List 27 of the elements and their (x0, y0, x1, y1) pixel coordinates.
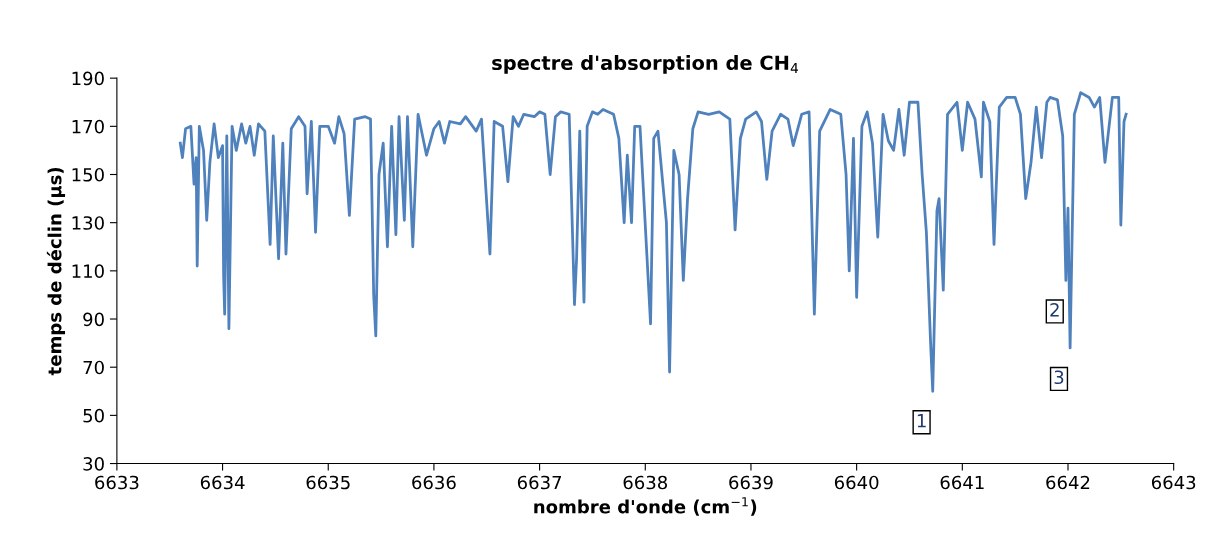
y-axis-title: temps de déclin (µs) (46, 167, 66, 376)
x-tick-label: 6633 (95, 475, 139, 490)
x-axis-title: nombre d'onde (cm$^{−1}$) (534, 497, 757, 516)
y-tick-label: 150 (72, 167, 104, 182)
x-tick-label: 6634 (200, 475, 245, 490)
x-tick-label: 6641 (940, 475, 984, 490)
y-tick-label: 110 (72, 264, 104, 278)
annotation: 2 (1050, 303, 1059, 317)
chart-title: spectre d'absorption de CH$_{4}$ (492, 55, 799, 74)
x-tick-label: 6642 (1046, 475, 1090, 490)
x-tick-label: 6640 (834, 475, 879, 490)
x-tick-label: 6639 (729, 475, 773, 490)
x-tick-label: 6635 (306, 475, 350, 490)
y-tick-label: 90 (83, 312, 104, 327)
y-tick-label: 30 (83, 457, 104, 471)
y-tick-label: 190 (72, 71, 104, 86)
annotation: 3 (1054, 370, 1064, 385)
x-tick-label: 6638 (623, 475, 668, 490)
y-tick-label: 70 (83, 360, 104, 375)
x-tick-label: 6637 (517, 475, 562, 490)
y-tick-label: 50 (83, 408, 104, 423)
y-tick-label: 130 (72, 216, 104, 230)
y-tick-label: 170 (72, 119, 104, 134)
line-series (178, 91, 1128, 393)
annotation: 1 (917, 414, 926, 428)
x-tick-label: 6636 (412, 475, 456, 490)
x-tick-label: 6643 (1151, 475, 1196, 490)
